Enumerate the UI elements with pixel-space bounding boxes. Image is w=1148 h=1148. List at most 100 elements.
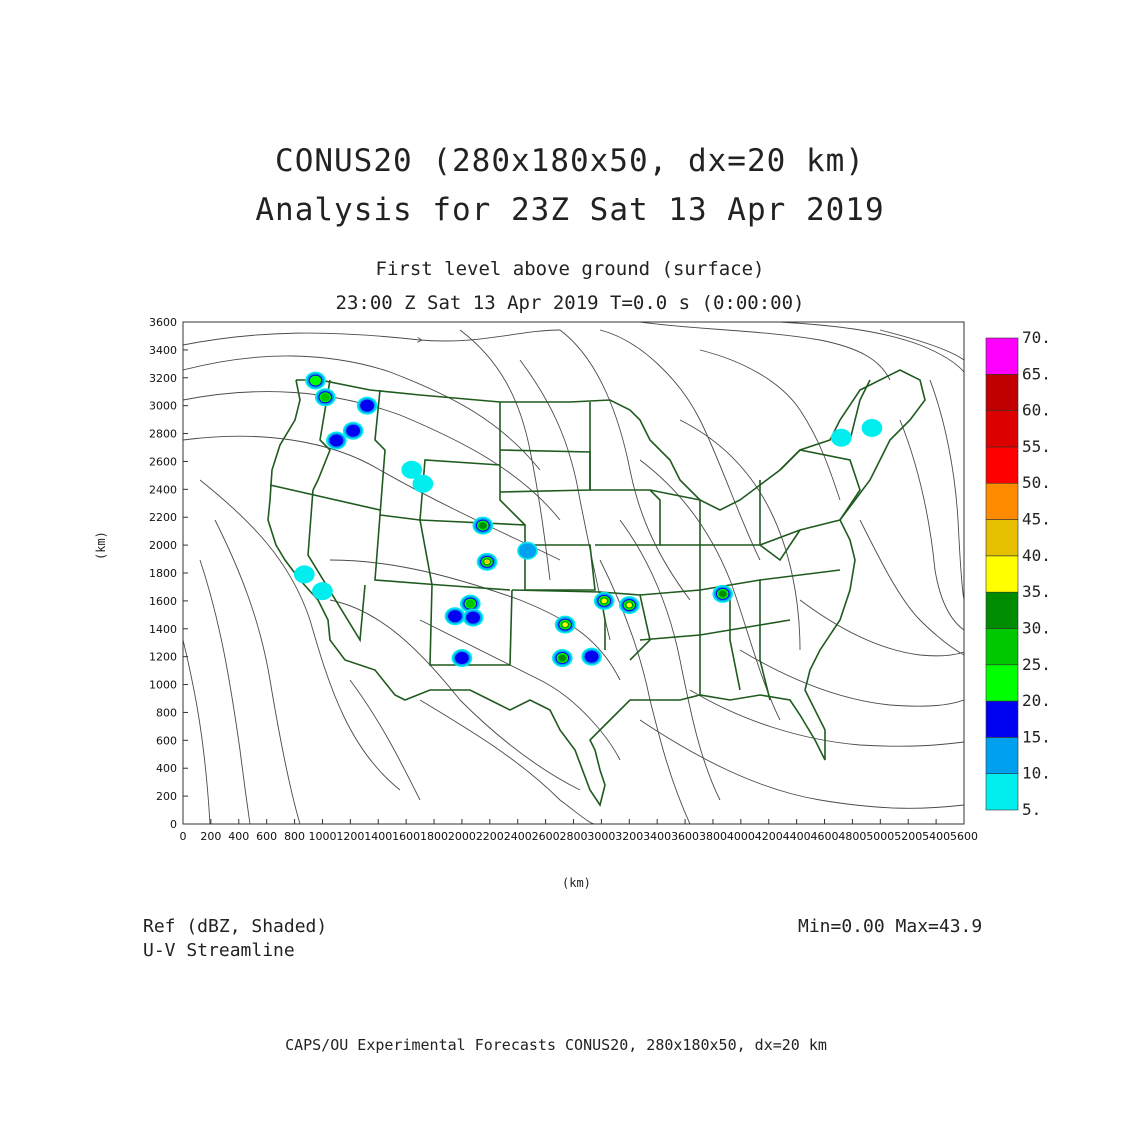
reflectivity-contour bbox=[485, 560, 489, 564]
streamline bbox=[419, 619, 621, 761]
reflectivity-contour bbox=[479, 522, 487, 529]
x-tick-label: 1400 bbox=[364, 830, 392, 843]
streamline bbox=[183, 639, 211, 824]
state-boundary bbox=[312, 379, 331, 491]
x-tick-label: 1800 bbox=[420, 830, 448, 843]
valid-time-label: 23:00 Z Sat 13 Apr 2019 T=0.0 s (0:00:00… bbox=[335, 292, 805, 314]
colorbar-swatch bbox=[985, 628, 1019, 666]
colorbar-swatch bbox=[985, 773, 1019, 811]
x-tick-label: 2200 bbox=[476, 830, 504, 843]
state-boundary bbox=[700, 519, 841, 546]
reflectivity-contour bbox=[601, 598, 607, 604]
x-tick-label: 5400 bbox=[922, 830, 950, 843]
reflectivity-cell bbox=[342, 421, 364, 440]
x-axis-label: (km) bbox=[562, 876, 591, 890]
streamline bbox=[183, 435, 561, 561]
colorbar-swatch bbox=[985, 482, 1019, 520]
state-boundary bbox=[639, 619, 791, 641]
colorbar-swatch bbox=[985, 446, 1019, 484]
colorbar-label: 60. bbox=[1022, 401, 1051, 420]
streamline bbox=[419, 699, 596, 824]
colorbar-swatch bbox=[985, 591, 1019, 629]
state-boundary bbox=[419, 519, 526, 590]
x-tick-label: 4200 bbox=[755, 830, 783, 843]
state-boundary bbox=[374, 514, 511, 591]
reflectivity-cell bbox=[314, 388, 336, 407]
y-tick-label: 800 bbox=[156, 706, 177, 719]
streamline bbox=[183, 355, 541, 471]
reflectivity-cell bbox=[472, 516, 494, 535]
streamline bbox=[214, 519, 301, 824]
colorbar-swatch bbox=[985, 337, 1019, 375]
colorbar-legend: 5. 10. 15. 20. 25. 30. 35. 40. 45. 50. 55. 60. 65. 70… bbox=[985, 328, 1051, 819]
streamline bbox=[183, 391, 561, 521]
x-tick-label: 1600 bbox=[392, 830, 420, 843]
y-tick-label: 1800 bbox=[149, 567, 177, 580]
x-tick-label: 4800 bbox=[838, 830, 866, 843]
streamline bbox=[929, 379, 964, 601]
state-boundary bbox=[269, 484, 381, 511]
y-tick-label: 2800 bbox=[149, 428, 177, 441]
colorbar-label: 15. bbox=[1022, 727, 1051, 746]
x-tick-label: 2600 bbox=[532, 830, 560, 843]
y-tick-label: 2200 bbox=[149, 511, 177, 524]
y-tick-label: 3200 bbox=[149, 372, 177, 385]
colorbar-label: 50. bbox=[1022, 473, 1051, 492]
us-outline bbox=[267, 369, 926, 807]
x-tick-label: 800 bbox=[284, 830, 305, 843]
reflectivity-contour bbox=[329, 434, 344, 447]
colorbar-label: 30. bbox=[1022, 618, 1051, 637]
reflectivity-cell bbox=[305, 371, 326, 390]
streamline bbox=[879, 329, 964, 361]
y-axis-ticks: 0 200 400 600 800 1000 1200 1400 1600 1800 2000 220… bbox=[149, 316, 188, 831]
streamline bbox=[459, 329, 551, 581]
colorbar-swatch bbox=[985, 410, 1019, 448]
reflectivity-cell bbox=[830, 428, 852, 447]
x-tick-label: 3600 bbox=[671, 830, 699, 843]
streamline bbox=[329, 559, 621, 681]
y-tick-label: 3400 bbox=[149, 344, 177, 357]
state-boundary bbox=[729, 590, 741, 691]
x-tick-label: 4600 bbox=[811, 830, 839, 843]
reflectivity-contour bbox=[626, 602, 633, 608]
x-tick-label: 3400 bbox=[643, 830, 671, 843]
reflectivity-cell bbox=[551, 649, 573, 668]
x-tick-label: 1200 bbox=[336, 830, 364, 843]
x-tick-label: 3800 bbox=[699, 830, 727, 843]
streamline bbox=[199, 479, 401, 791]
state-boundary bbox=[649, 489, 701, 546]
reflectivity-contour bbox=[320, 393, 330, 402]
colorbar-swatch bbox=[985, 664, 1019, 702]
reflectivity-contour bbox=[293, 565, 315, 584]
x-tick-label: 5600 bbox=[950, 830, 978, 843]
level-label: First level above ground (surface) bbox=[375, 258, 765, 280]
reflectivity-contour bbox=[466, 611, 480, 624]
reflectivity-cell bbox=[593, 591, 615, 610]
colorbar-swatch bbox=[985, 737, 1019, 774]
x-axis-ticks: 0 200 400 600 800 1000 1200 1400 1600 1800 2000 220… bbox=[180, 819, 978, 843]
y-tick-label: 2600 bbox=[149, 455, 177, 468]
x-tick-label: 2000 bbox=[448, 830, 476, 843]
min-max-label: Min=0.00 Max=43.9 bbox=[798, 916, 983, 937]
x-tick-label: 0 bbox=[180, 830, 187, 843]
uv-streamlines bbox=[183, 322, 964, 824]
x-tick-label: 200 bbox=[200, 830, 221, 843]
state-boundary bbox=[499, 449, 591, 493]
reflectivity-cell bbox=[554, 615, 576, 634]
reflectivity-contour bbox=[830, 428, 852, 447]
streamline bbox=[183, 329, 561, 346]
state-boundary bbox=[419, 519, 513, 666]
colorbar-swatch bbox=[985, 519, 1019, 557]
reflectivity-contour bbox=[584, 650, 599, 663]
streamline bbox=[559, 329, 691, 601]
reflectivity-contour bbox=[448, 610, 462, 623]
reflectivity-cell bbox=[462, 608, 484, 627]
reflectivity-cell bbox=[312, 582, 333, 601]
colorbar-label: 5. bbox=[1022, 800, 1041, 819]
y-tick-label: 0 bbox=[170, 818, 177, 831]
streamline bbox=[859, 519, 964, 656]
state-boundary bbox=[759, 480, 801, 562]
reflectivity-contour bbox=[412, 474, 434, 493]
reflectivity-cell bbox=[581, 647, 602, 666]
y-tick-label: 200 bbox=[156, 790, 177, 803]
